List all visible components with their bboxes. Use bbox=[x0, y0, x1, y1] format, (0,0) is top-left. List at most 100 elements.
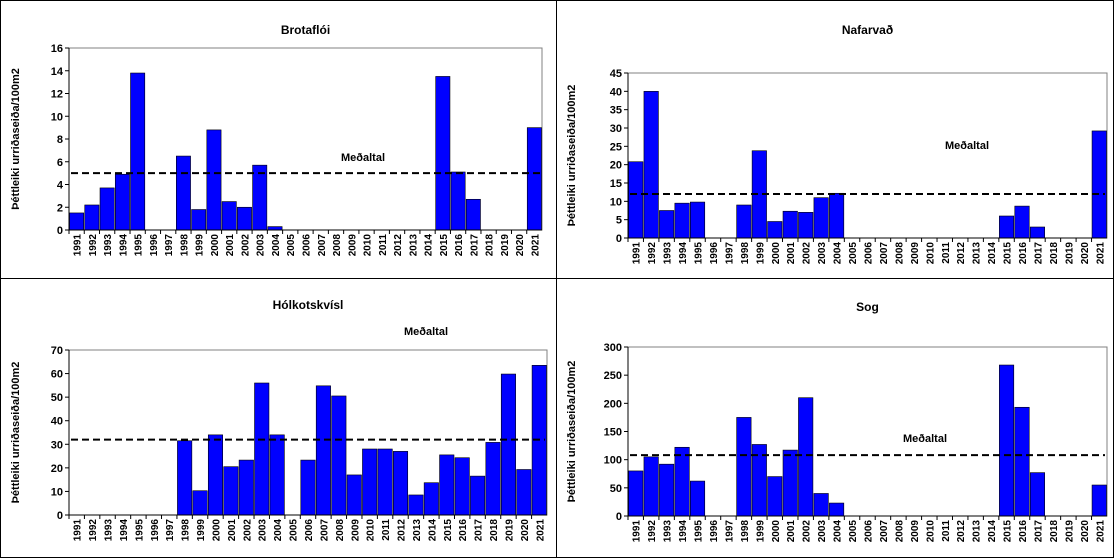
x-tick-label: 1996 bbox=[149, 234, 160, 257]
chart-nafarvad: Nafarvað Þéttleiki urriðaseiða/100m2 0 5 10 1… bbox=[566, 23, 1108, 265]
bar bbox=[177, 440, 193, 516]
average-label: Meðaltal bbox=[903, 433, 947, 445]
x-tick-label: 2011 bbox=[378, 234, 389, 256]
bar bbox=[267, 226, 283, 231]
bar bbox=[315, 385, 331, 516]
x-tick-label: 2020 bbox=[1080, 520, 1091, 543]
x-tick-label: 1996 bbox=[709, 520, 720, 543]
x-tick-label: 2002 bbox=[240, 234, 251, 257]
y-tick-label: 60 bbox=[51, 369, 63, 381]
x-tick-label: 2007 bbox=[879, 520, 890, 543]
x-tick-label: 2011 bbox=[941, 242, 952, 264]
bar bbox=[238, 459, 254, 516]
x-tick-label: 1998 bbox=[740, 520, 751, 543]
x-tick-label: 1997 bbox=[164, 234, 175, 257]
x-tick-label: 1999 bbox=[196, 519, 207, 542]
bar bbox=[408, 494, 424, 516]
bar bbox=[829, 192, 845, 239]
y-tick-label: 15 bbox=[610, 178, 622, 190]
y-tick-label: 45 bbox=[610, 68, 622, 80]
x-tick-label: 1994 bbox=[678, 520, 689, 543]
bar bbox=[465, 198, 481, 231]
y-tick-label: 4 bbox=[57, 180, 64, 192]
x-tick-label: 1995 bbox=[694, 242, 705, 265]
bar bbox=[516, 469, 532, 516]
x-tick-label: 2021 bbox=[530, 234, 541, 257]
bar bbox=[435, 76, 451, 231]
bar bbox=[223, 466, 239, 516]
x-tick-label: 2013 bbox=[972, 242, 983, 265]
x-tick-label: 2003 bbox=[817, 242, 828, 265]
bar bbox=[393, 451, 409, 516]
x-tick-label: 2015 bbox=[439, 234, 450, 257]
x-tick-label: 1991 bbox=[632, 242, 643, 265]
x-tick-label: 2004 bbox=[833, 520, 844, 543]
x-tick-label: 1995 bbox=[694, 520, 705, 543]
x-tick-label: 1998 bbox=[179, 234, 190, 257]
y-tick-label: 70 bbox=[51, 345, 63, 357]
x-tick-label: 1991 bbox=[632, 520, 643, 543]
x-tick-label: 1995 bbox=[134, 519, 145, 542]
y-tick-label: 250 bbox=[604, 370, 622, 382]
y-tick-label: 20 bbox=[610, 160, 622, 172]
x-tick-label: 1998 bbox=[740, 242, 751, 265]
y-axis-label: Þéttleiki urriðaseiða/100m2 bbox=[566, 85, 578, 227]
bar bbox=[798, 212, 814, 239]
bar bbox=[999, 215, 1015, 239]
x-tick-label: 2010 bbox=[925, 242, 936, 265]
bar bbox=[439, 454, 455, 516]
bar bbox=[767, 221, 783, 239]
x-tick-label: 1997 bbox=[724, 520, 735, 543]
x-tick-label: 2012 bbox=[397, 519, 408, 542]
x-tick-label: 1992 bbox=[88, 234, 99, 257]
x-tick-label: 1995 bbox=[134, 234, 145, 257]
bar bbox=[628, 470, 644, 517]
bar bbox=[346, 474, 362, 516]
x-tick-label: 2010 bbox=[363, 234, 374, 257]
x-tick-label: 1993 bbox=[663, 242, 674, 265]
average-label: Meðaltal bbox=[945, 140, 989, 152]
bar bbox=[736, 204, 752, 239]
x-tick-label: 2006 bbox=[302, 234, 313, 257]
bar bbox=[485, 442, 501, 516]
x-tick-label: 1998 bbox=[181, 519, 192, 542]
x-tick-label: 2021 bbox=[1095, 520, 1106, 543]
chart-title: Sog bbox=[856, 300, 879, 314]
bar bbox=[252, 164, 268, 231]
y-tick-label: 5 bbox=[616, 215, 622, 227]
x-tick-label: 1992 bbox=[647, 242, 658, 265]
x-tick-label: 2012 bbox=[956, 242, 967, 265]
x-tick-label: 2019 bbox=[1064, 520, 1075, 543]
bar bbox=[628, 161, 644, 239]
y-tick-label: 14 bbox=[51, 66, 64, 78]
x-tick-label: 1999 bbox=[755, 520, 766, 543]
x-tick-label: 1993 bbox=[104, 519, 115, 542]
bar bbox=[500, 373, 516, 516]
bar bbox=[659, 210, 675, 239]
x-tick-label: 1992 bbox=[88, 519, 99, 542]
chart-panel-nafarvad: Nafarvað Þéttleiki urriðaseiða/100m2 0 5 10 1… bbox=[556, 0, 1114, 279]
x-tick-label: 2016 bbox=[458, 519, 469, 542]
bar bbox=[674, 446, 690, 517]
x-tick-label: 2014 bbox=[424, 234, 435, 257]
x-tick-label: 2020 bbox=[515, 234, 526, 257]
y-tick-label: 40 bbox=[51, 416, 63, 428]
y-tick-label: 6 bbox=[57, 157, 63, 169]
x-tick-label: 2006 bbox=[304, 519, 315, 542]
x-tick-label: 2011 bbox=[941, 520, 952, 542]
chart-brotafloi: Brotaflói Þéttleiki urriðaseiða/100m2 0 2 4 6… bbox=[10, 23, 543, 257]
bar bbox=[84, 204, 100, 231]
bar bbox=[114, 173, 130, 231]
x-tick-label: 2004 bbox=[833, 242, 844, 265]
x-tick-label: 2008 bbox=[332, 234, 343, 257]
x-tick-label: 2009 bbox=[350, 519, 361, 542]
x-tick-label: 2009 bbox=[347, 234, 358, 257]
x-tick-label: 2001 bbox=[786, 242, 797, 265]
y-tick-label: 50 bbox=[51, 392, 63, 404]
bar bbox=[130, 72, 146, 231]
x-tick-label: 2014 bbox=[987, 520, 998, 543]
x-tick-label: 2005 bbox=[848, 520, 859, 543]
chart-panel-holkotskvisl: Hólkotskvísl Þéttleiki urriðaseiða/100m2 0… bbox=[0, 278, 557, 558]
bar bbox=[798, 397, 814, 517]
